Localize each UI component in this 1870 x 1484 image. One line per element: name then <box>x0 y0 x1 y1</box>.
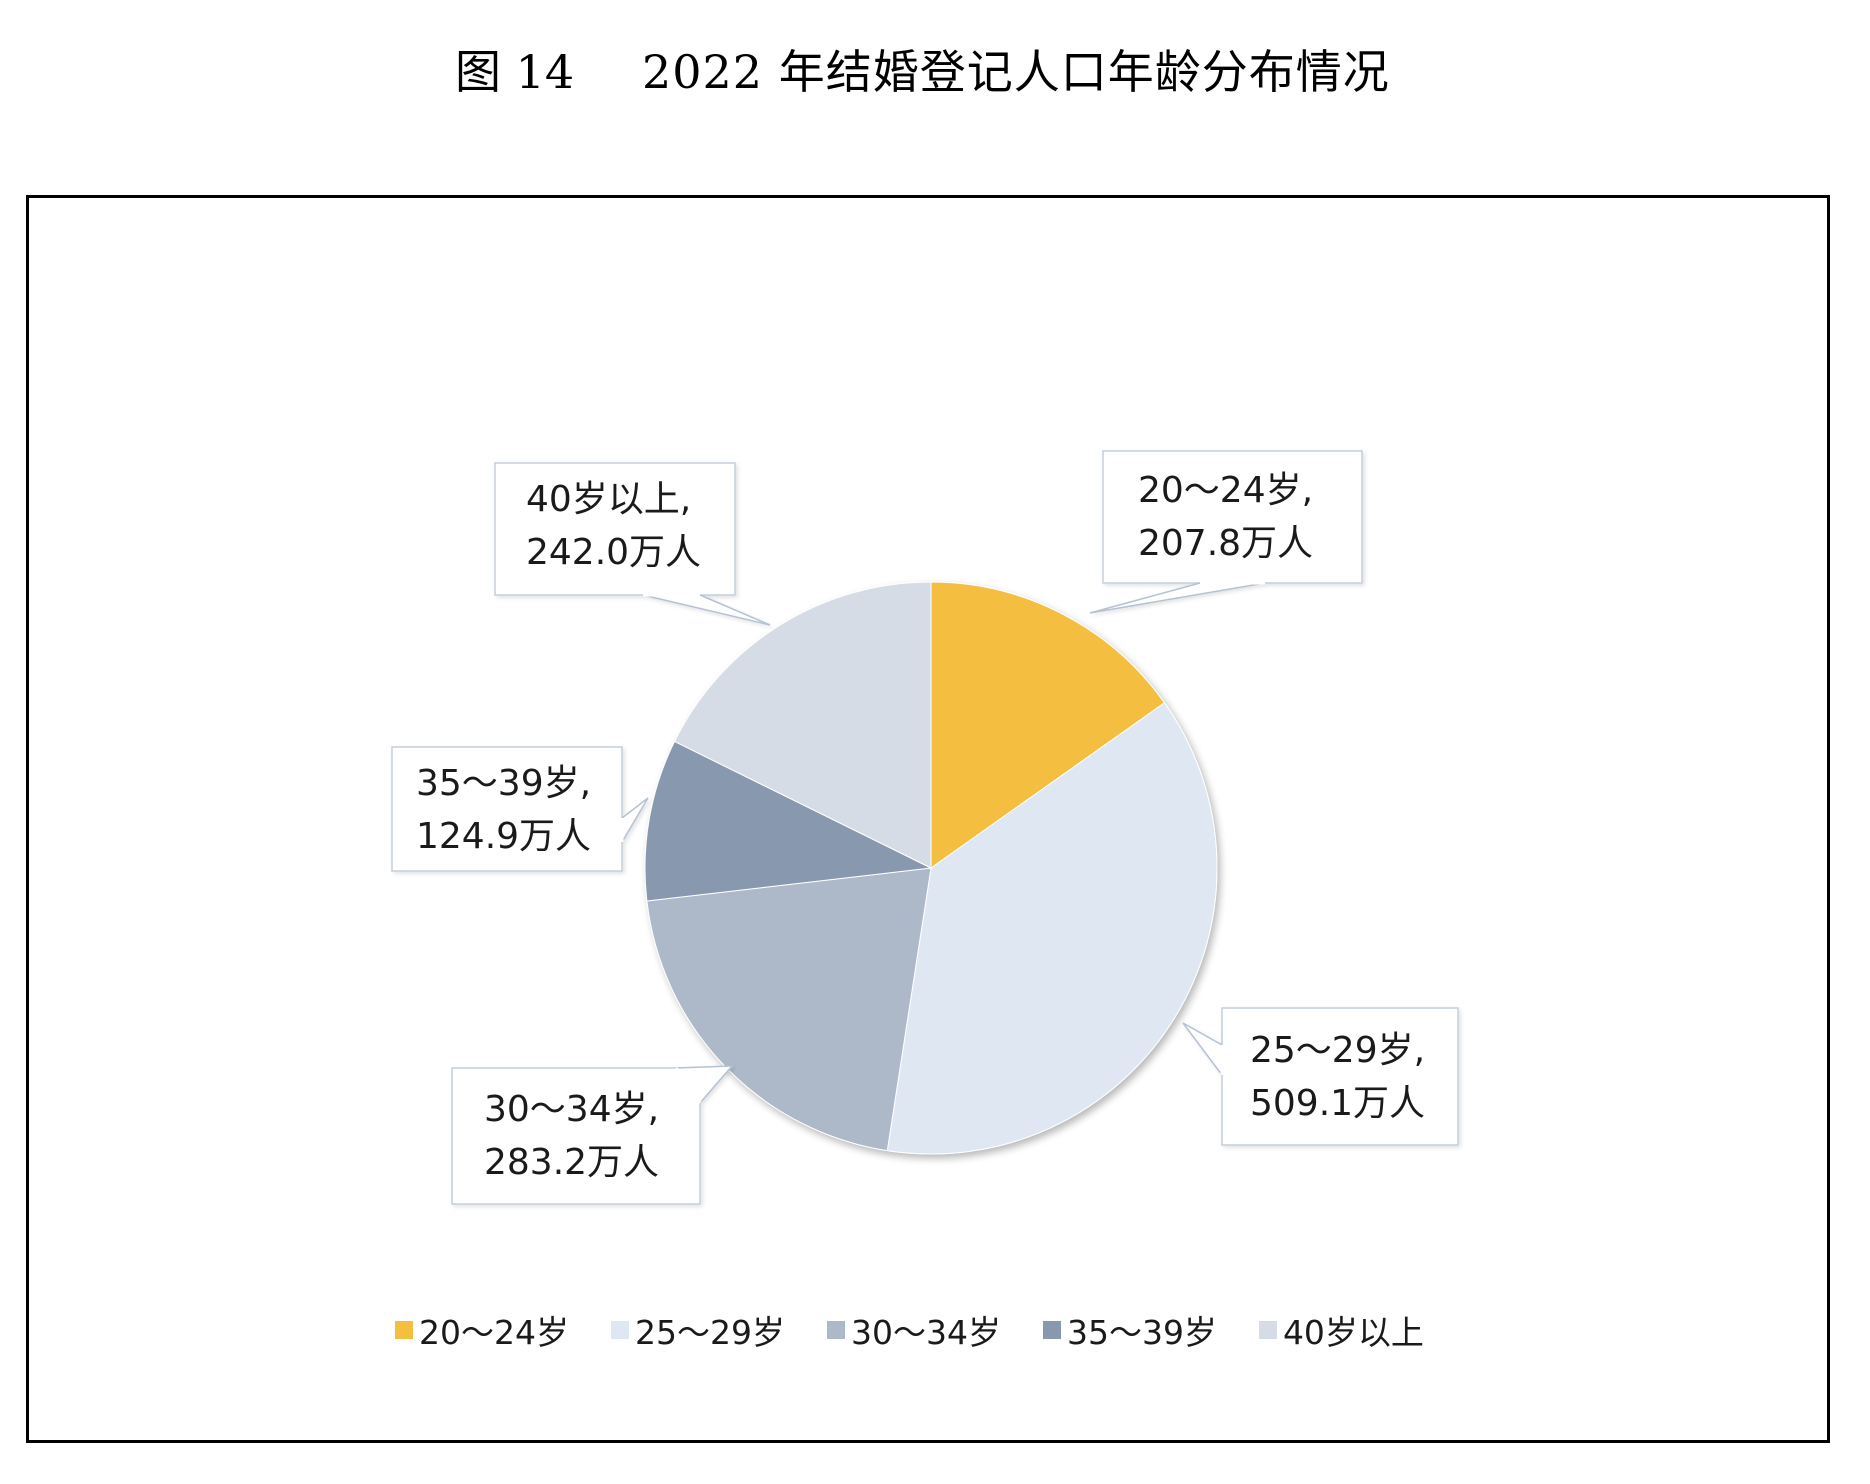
data-label-5: 40岁以上, 242.0万人 <box>526 473 701 579</box>
figure-number: 图 14 <box>455 45 575 99</box>
legend-swatch-icon <box>610 1321 629 1339</box>
data-label-box-5 <box>494 462 771 626</box>
pie-slice-4 <box>644 740 933 902</box>
pie-slice-5 <box>673 581 932 869</box>
legend-label: 30～34岁 <box>850 1313 1001 1352</box>
data-label-4: 35～39岁, 124.9万人 <box>416 757 591 863</box>
data-label-value: 509.1万人 <box>1250 1083 1426 1124</box>
data-label-category: 35～39岁, <box>416 763 592 804</box>
legend-label: 25～29岁 <box>634 1313 785 1352</box>
legend-swatch-icon <box>826 1321 845 1339</box>
legend-item-1: 20～24岁 <box>395 1306 569 1354</box>
legend-item-4: 35～39岁 <box>1042 1306 1217 1354</box>
data-label-callouts <box>391 450 1459 1205</box>
legend-swatch-icon <box>1042 1321 1061 1339</box>
data-label-box-2 <box>1182 1007 1459 1146</box>
legend-label: 20～24岁 <box>419 1313 569 1352</box>
data-label-3: 30～34岁, 283.2万人 <box>484 1083 659 1189</box>
legend-swatch-icon <box>395 1321 413 1339</box>
legend-label: 40岁以上 <box>1282 1313 1424 1352</box>
legend-item-2: 25～29岁 <box>610 1306 785 1354</box>
data-label-2: 25～29岁, 509.1万人 <box>1250 1024 1425 1130</box>
figure-title: 图 14 2022 年结婚登记人口年龄分布情况 <box>0 32 1870 102</box>
data-label-box-1 <box>1089 450 1363 614</box>
data-label-category: 25～29岁, <box>1250 1030 1426 1071</box>
data-label-value: 124.9万人 <box>416 816 592 857</box>
data-label-category: 30～34岁, <box>484 1089 660 1130</box>
figure-title-text: 2022 年结婚登记人口年龄分布情况 <box>642 45 1390 99</box>
legend-item-3: 30～34岁 <box>826 1306 1001 1354</box>
data-label-value: 242.0万人 <box>526 532 702 573</box>
data-label-box-3 <box>451 1065 734 1205</box>
pie-slice-2 <box>886 702 1218 1155</box>
data-label-category: 40岁以上, <box>526 479 692 520</box>
legend-label: 35～39岁 <box>1066 1313 1217 1352</box>
data-label-category: 20～24岁, <box>1138 470 1314 511</box>
data-label-value: 283.2万人 <box>484 1142 660 1183</box>
data-label-1: 20～24岁, 207.8万人 <box>1138 464 1313 570</box>
legend-swatch-icon <box>1258 1321 1277 1339</box>
data-label-box-4 <box>391 746 649 872</box>
chart-legend: 20～24岁 25～29岁 30～34岁 35～39岁 40岁以上 <box>395 1305 1466 1355</box>
legend-item-5: 40岁以上 <box>1258 1306 1424 1354</box>
pie-slice-1 <box>930 581 1166 869</box>
data-label-value: 207.8万人 <box>1138 523 1314 564</box>
